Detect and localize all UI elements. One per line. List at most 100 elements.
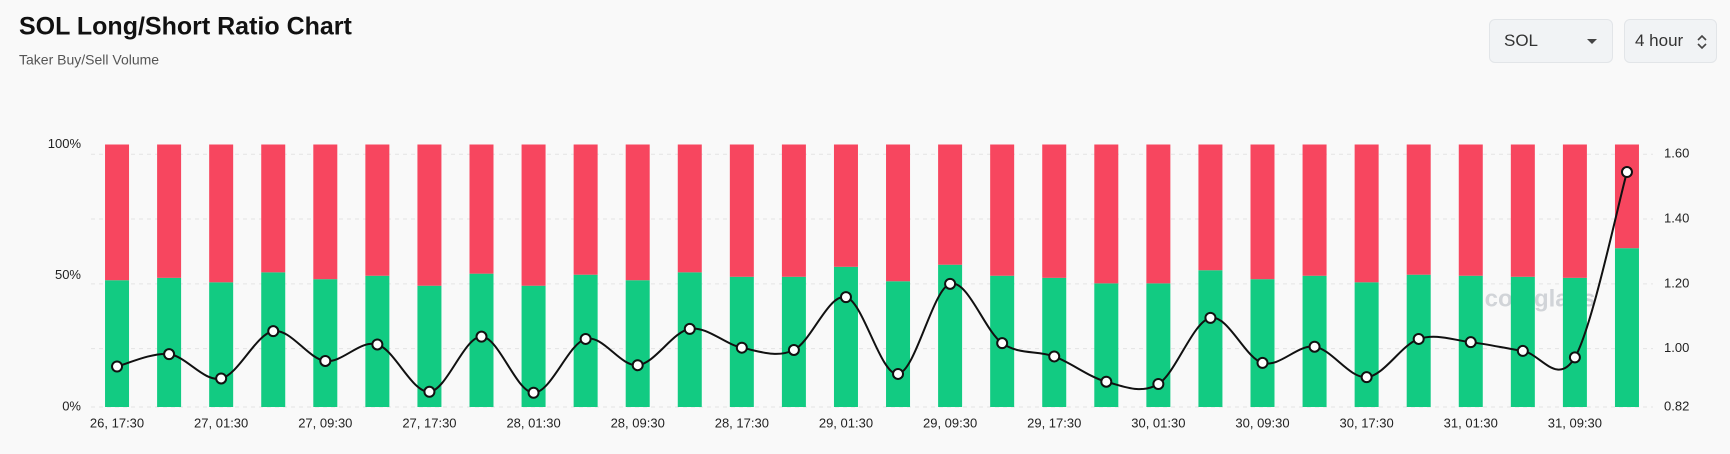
bar-segment: [261, 272, 286, 407]
y-tick-label: 50%: [55, 267, 81, 282]
ratio-point: [1620, 166, 1633, 179]
bar-segment: [938, 264, 963, 407]
bar-segment: [938, 144, 963, 265]
bar-segment: [886, 281, 911, 407]
bar-segment: [625, 144, 650, 281]
x-tick-label: 27, 09:30: [298, 415, 352, 430]
ratio-point: [839, 291, 852, 304]
bar-segment: [1458, 144, 1483, 276]
ratio-point: [267, 325, 280, 338]
bar-segment: [1406, 274, 1431, 407]
x-tick-label: 31, 09:30: [1548, 415, 1602, 430]
bar-segment: [365, 275, 390, 407]
bar-segment: [573, 144, 598, 275]
bar-segment: [209, 144, 234, 283]
ratio-point: [892, 367, 905, 380]
ratio-point: [423, 385, 436, 398]
ratio-point: [1256, 356, 1269, 369]
bar-segment: [677, 144, 702, 273]
bar-segment: [1562, 277, 1587, 407]
ratio-point: [1360, 371, 1373, 384]
ratio-point: [787, 343, 800, 356]
bar-segment: [1042, 277, 1067, 407]
bar-segment: [990, 275, 1015, 407]
ratio-point: [371, 338, 384, 351]
bar-segment: [1614, 144, 1639, 249]
x-tick-label: 28, 01:30: [506, 415, 560, 430]
watermark: coinglass: [1485, 285, 1596, 312]
chart-subtitle: Taker Buy/Sell Volume: [19, 52, 159, 68]
x-tick-label: 28, 17:30: [715, 415, 769, 430]
bar-segment: [1614, 248, 1639, 407]
ratio-point: [319, 354, 332, 367]
x-tick-label: 31, 01:30: [1444, 415, 1498, 430]
ratio-point: [735, 341, 748, 354]
symbol-select[interactable]: SOL: [1489, 19, 1613, 63]
bar-segment: [365, 144, 390, 276]
ratio-point: [1568, 351, 1581, 364]
x-tick-label: 26, 17:30: [90, 415, 144, 430]
ratio-point: [1516, 344, 1529, 357]
ratio-point: [1100, 375, 1113, 388]
bar-segment: [209, 282, 234, 407]
bar-segment: [521, 285, 546, 407]
bar-segment: [1094, 283, 1119, 407]
interval-value: 4 hour: [1635, 31, 1684, 50]
x-tick-label: 30, 17:30: [1340, 415, 1394, 430]
bar-segment: [469, 273, 494, 407]
bar-segment: [1302, 275, 1327, 407]
bar-segment: [417, 285, 442, 407]
bar-segment: [313, 144, 338, 280]
ratio-point: [1204, 311, 1217, 324]
bar-segment: [1146, 283, 1171, 407]
bar-segment: [1562, 144, 1587, 278]
y2-tick-label: 1.20: [1664, 275, 1689, 290]
ratio-point: [996, 337, 1009, 350]
bar-segment: [1406, 144, 1431, 275]
ratio-point: [475, 330, 488, 343]
bar-segment: [833, 266, 858, 407]
ratio-point: [579, 332, 592, 345]
y2-tick-label: 1.00: [1664, 340, 1689, 355]
bar-segment: [1146, 144, 1171, 284]
bar-segment: [1302, 144, 1327, 276]
bar-segment: [833, 144, 858, 267]
bar-segment: [157, 277, 182, 407]
ratio-point: [1152, 377, 1165, 390]
symbol-value: SOL: [1504, 31, 1539, 50]
x-tick-label: 29, 01:30: [819, 415, 873, 430]
bar-segment: [469, 144, 494, 274]
ratio-point: [1412, 332, 1425, 345]
bar-segment: [1510, 144, 1535, 277]
bar-segment: [261, 144, 286, 273]
ratio-point: [631, 359, 644, 372]
y2-tick-label: 1.40: [1664, 210, 1689, 225]
ratio-point: [1048, 350, 1061, 363]
bar-segment: [417, 144, 442, 286]
bar-segment: [313, 279, 338, 407]
ratio-point: [215, 372, 228, 385]
bar-segment: [1042, 144, 1067, 278]
bar-segment: [1250, 279, 1275, 407]
stepper-icon: [1697, 34, 1707, 50]
bar-segment: [990, 144, 1015, 276]
x-tick-label: 30, 01:30: [1131, 415, 1185, 430]
bar-segment: [677, 272, 702, 407]
x-tick-label: 27, 01:30: [194, 415, 248, 430]
ratio-point: [683, 322, 696, 335]
x-tick-label: 30, 09:30: [1235, 415, 1289, 430]
x-tick-label: 29, 09:30: [923, 415, 977, 430]
bar-segment: [1354, 144, 1379, 283]
bar-segment: [105, 280, 130, 407]
bar-segment: [1198, 144, 1223, 271]
y2-tick-label: 0.82: [1664, 398, 1689, 413]
ratio-point: [527, 386, 540, 399]
bar-segment: [1250, 144, 1275, 280]
interval-select[interactable]: 4 hour: [1624, 19, 1717, 63]
y-tick-label: 100%: [48, 136, 82, 151]
chart-title: SOL Long/Short Ratio Chart: [19, 13, 353, 41]
dropdown-icon: [1587, 39, 1597, 44]
bar-segment: [1094, 144, 1119, 284]
